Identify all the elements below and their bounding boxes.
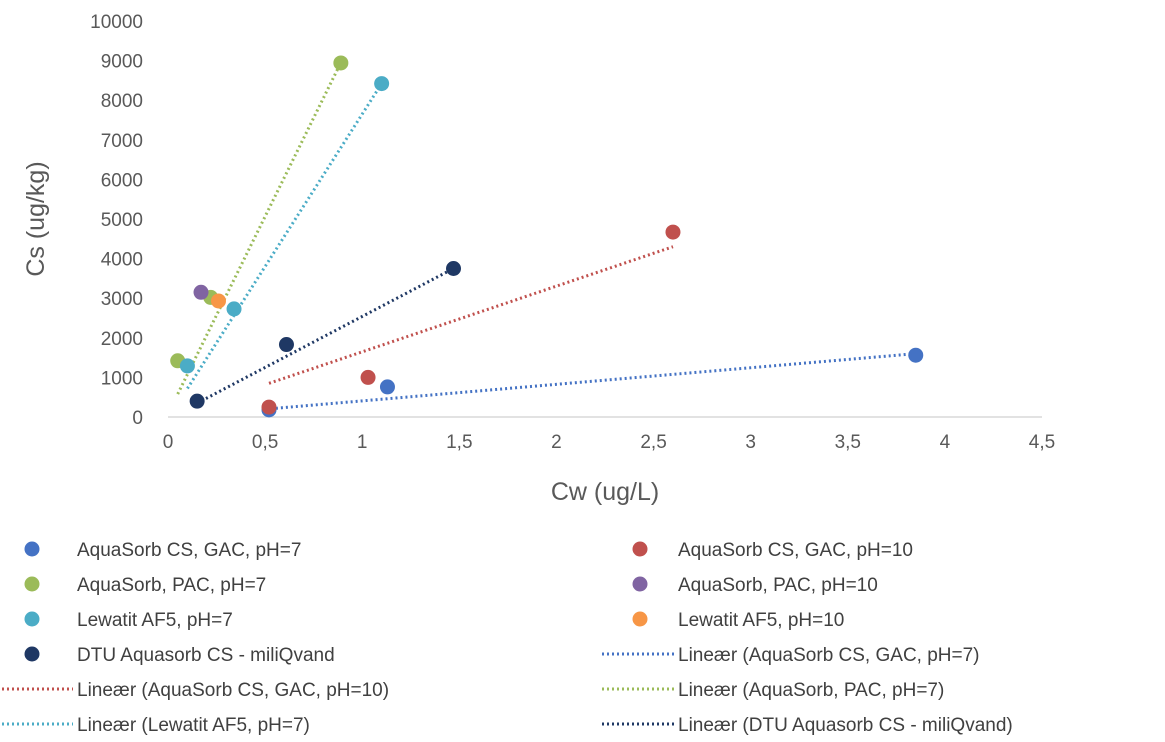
legend-label: Lewatit AF5, pH=10 — [678, 610, 844, 631]
series-1-point — [908, 347, 924, 363]
legend-marker — [24, 576, 40, 592]
legend-label: Lineær (AquaSorb CS, GAC, pH=10) — [77, 680, 389, 701]
x-tick-label: 4,5 — [1029, 432, 1055, 453]
series-1-point — [379, 379, 395, 395]
x-tick-label: 1 — [357, 432, 368, 453]
y-tick-label: 6000 — [101, 170, 143, 191]
x-tick-label: 0,5 — [252, 432, 278, 453]
series-6-point — [210, 293, 226, 309]
legend-label: AquaSorb, PAC, pH=10 — [678, 575, 878, 596]
series-7-point — [446, 261, 462, 276]
series-4-point — [193, 284, 209, 300]
legend-label: Lineær (DTU Aquasorb CS - miliQvand) — [678, 715, 1013, 736]
series-3-point — [333, 55, 349, 71]
y-tick-label: 1000 — [101, 368, 143, 389]
legend-marker — [24, 646, 40, 662]
x-tick-label: 1,5 — [446, 432, 472, 453]
trendline-2 — [268, 245, 674, 385]
y-tick-label: 0 — [132, 408, 143, 429]
x-axis-title: Cw (ug/L) — [551, 478, 659, 506]
y-tick-label: 5000 — [101, 210, 143, 231]
series-7-point — [189, 393, 205, 409]
y-tick-label: 2000 — [101, 329, 143, 350]
legend-label: AquaSorb, PAC, pH=7 — [77, 575, 266, 596]
data-points — [170, 55, 924, 418]
series-5-point — [226, 301, 242, 317]
x-axis-ticks: 0 0,5 1 1,5 2 2,5 3 3,5 4 4,5 — [163, 432, 1056, 453]
legend-label: DTU Aquasorb CS - miliQvand — [77, 645, 335, 666]
legend-label: AquaSorb CS, GAC, pH=10 — [678, 540, 913, 561]
legend-marker — [632, 611, 648, 627]
y-tick-label: 7000 — [101, 131, 143, 152]
y-tick-label: 8000 — [101, 91, 143, 112]
x-tick-label: 4 — [940, 432, 951, 453]
series-5-point — [374, 76, 390, 92]
y-axis-ticks: 0 1000 2000 3000 4000 5000 6000 7000 8000 9000 100… — [90, 12, 143, 429]
x-tick-label: 2,5 — [640, 432, 666, 453]
legend: AquaSorb CS, GAC, pH=7 AquaSorb CS, GAC, … — [2, 540, 1013, 736]
legend-marker — [632, 576, 648, 592]
series-2-point — [665, 224, 681, 240]
series-5-point — [179, 358, 195, 374]
y-tick-label: 3000 — [101, 289, 143, 310]
x-tick-label: 2 — [551, 432, 562, 453]
series-2-point — [360, 369, 376, 385]
legend-marker — [24, 611, 40, 627]
x-tick-label: 0 — [163, 432, 174, 453]
legend-label: Lineær (AquaSorb CS, GAC, pH=7) — [678, 645, 980, 666]
y-tick-label: 9000 — [101, 52, 143, 73]
legend-marker — [632, 541, 648, 557]
trendline-3 — [176, 61, 343, 395]
y-axis-title: Cs (ug/kg) — [22, 161, 50, 276]
legend-marker — [24, 541, 40, 557]
trendline-4 — [186, 82, 383, 390]
x-tick-label: 3 — [745, 432, 756, 453]
legend-label: Lineær (AquaSorb, PAC, pH=7) — [678, 680, 944, 701]
series-2-point — [261, 399, 277, 415]
legend-label: Lineær (Lewatit AF5, pH=7) — [77, 715, 310, 736]
trendline-5 — [196, 267, 455, 405]
legend-label: Lewatit AF5, pH=7 — [77, 610, 233, 631]
trendlines — [176, 61, 916, 411]
legend-label: AquaSorb CS, GAC, pH=7 — [77, 540, 301, 561]
y-tick-label: 10000 — [90, 12, 143, 33]
y-tick-label: 4000 — [101, 250, 143, 271]
x-tick-label: 3,5 — [835, 432, 861, 453]
series-7-point — [278, 337, 294, 353]
